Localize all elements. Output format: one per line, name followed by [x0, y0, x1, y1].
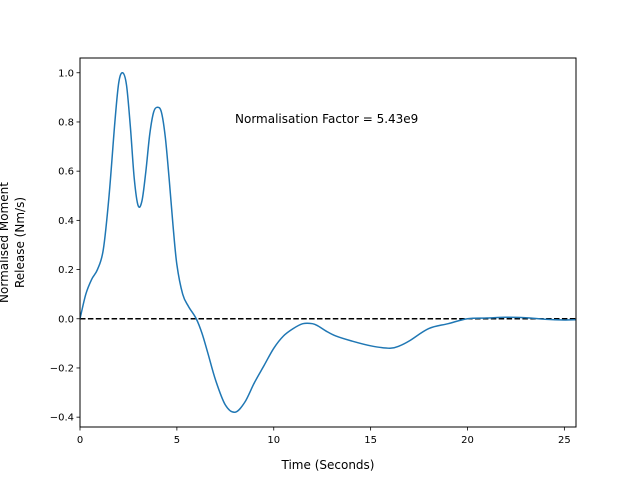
y-axis-label-line-2: Release (Nm/s): [13, 197, 27, 288]
series-line-0: [80, 71, 576, 414]
x-tick-label: 5: [174, 435, 180, 446]
x-tick-label: 25: [558, 435, 571, 446]
y-tick-label: 0.4: [58, 216, 74, 227]
x-tick-label: 0: [77, 435, 83, 446]
x-tick-label: 20: [461, 435, 474, 446]
x-tick-label: 15: [364, 435, 377, 446]
y-tick-label: 0.0: [58, 314, 74, 325]
plot-layer: [80, 71, 576, 414]
plot-frame: [79, 57, 577, 428]
y-tick-label: 0.2: [58, 265, 74, 276]
y-tick-label: −0.2: [50, 363, 74, 374]
normalisation-annotation: Normalisation Factor = 5.43e9: [235, 112, 418, 126]
y-tick-label: 0.8: [58, 117, 74, 128]
y-tick-label: 0.6: [58, 167, 74, 178]
y-axis-label-line-1: Normalised Moment: [0, 182, 11, 303]
ticks-layer: 0 5 10 15 20 25 −0.4 −0.2 0.0 0.2 0.4 0.6 0.8 1.0: [50, 68, 571, 446]
x-tick-label: 10: [267, 435, 280, 446]
y-tick-label: −0.4: [50, 413, 74, 424]
x-axis-label: Time (Seconds): [281, 458, 375, 472]
y-tick-label: 1.0: [58, 68, 74, 79]
